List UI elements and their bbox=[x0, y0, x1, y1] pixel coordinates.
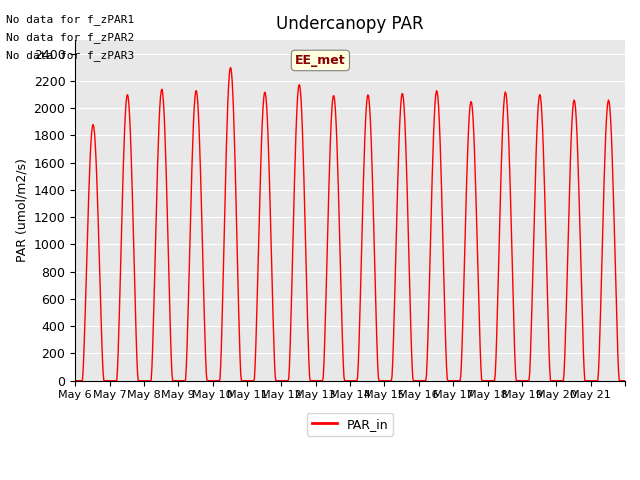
Text: EE_met: EE_met bbox=[295, 54, 346, 67]
Legend: PAR_in: PAR_in bbox=[307, 413, 394, 436]
Text: No data for f_zPAR3: No data for f_zPAR3 bbox=[6, 50, 134, 61]
Title: Undercanopy PAR: Undercanopy PAR bbox=[276, 15, 424, 33]
Text: No data for f_zPAR2: No data for f_zPAR2 bbox=[6, 32, 134, 43]
Y-axis label: PAR (umol/m2/s): PAR (umol/m2/s) bbox=[15, 158, 28, 263]
Text: No data for f_zPAR1: No data for f_zPAR1 bbox=[6, 13, 134, 24]
